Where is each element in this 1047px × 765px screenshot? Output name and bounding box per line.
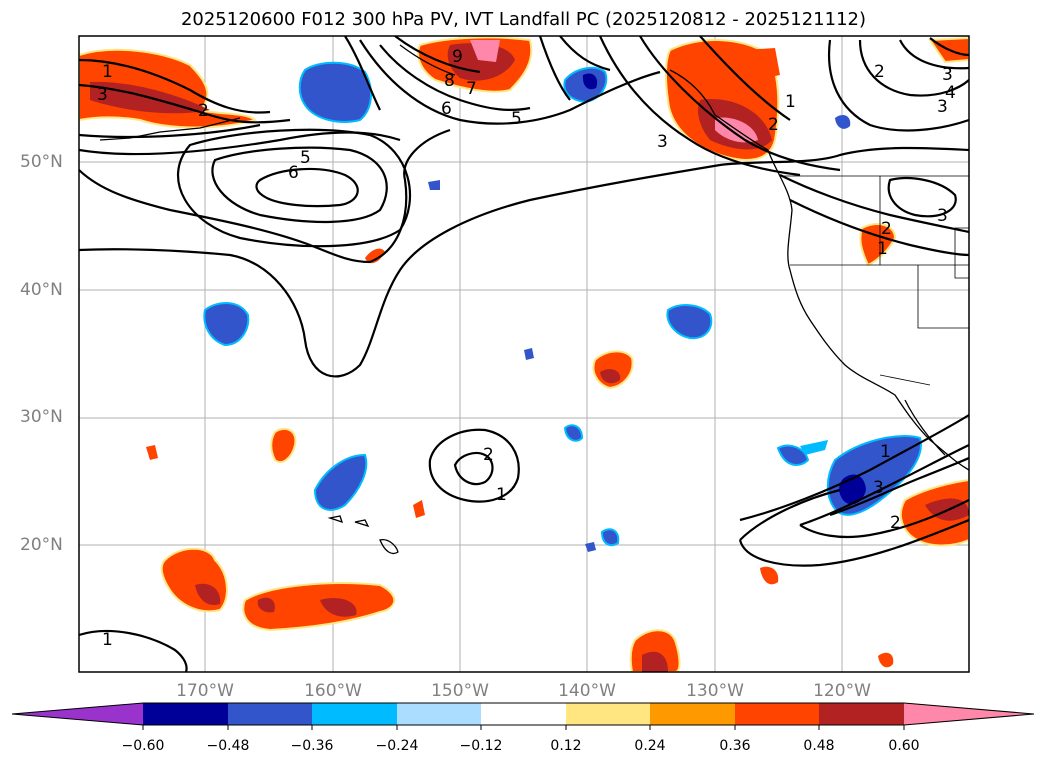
contour-label: 2 <box>483 445 494 465</box>
colorbar-extend-right <box>904 703 1034 725</box>
colorbar-tick-label: −0.24 <box>375 738 419 754</box>
colorbar-tick-label: 0.12 <box>550 738 582 754</box>
colorbar <box>11 702 1035 730</box>
contour-label: 5 <box>511 109 522 129</box>
colorbar-swatch <box>312 703 397 725</box>
colorbar-swatch <box>735 703 819 725</box>
lat-label: 20°N <box>20 535 63 555</box>
ivt-contours <box>79 36 969 672</box>
contour-label: 2 <box>874 62 885 82</box>
colorbar-tick-label: 0.60 <box>888 738 920 754</box>
plot-frame <box>78 35 970 673</box>
lat-label: 30°N <box>20 407 63 427</box>
colorbar-extend-left <box>12 703 143 725</box>
colorbar-tick-label: 0.24 <box>634 738 666 754</box>
contour-label: 1 <box>785 92 796 112</box>
contour-label: 6 <box>441 99 452 119</box>
colorbar-swatch <box>143 703 228 725</box>
lon-label: 160°W <box>304 681 362 701</box>
contour-label: 3 <box>97 85 108 105</box>
contour-label: 8 <box>444 71 455 91</box>
contour-label: 1 <box>496 485 507 505</box>
contour-label: 3 <box>657 132 668 152</box>
contour-label: 7 <box>466 79 477 99</box>
contour-labels: 1 3 2 9 8 7 6 5 2 3 4 3 1 2 3 5 6 3 2 1 … <box>97 47 956 650</box>
contour-2-ring <box>453 451 494 486</box>
lon-label: 150°W <box>431 681 489 701</box>
contour-label: 1 <box>102 62 113 82</box>
lat-label: 50°N <box>20 152 63 172</box>
colorbar-swatch <box>481 703 566 725</box>
contour-label: 1 <box>877 239 888 259</box>
contour-label: 6 <box>288 163 299 183</box>
colorbar-tick-label: 0.48 <box>803 738 835 754</box>
colorbar-swatch <box>397 703 481 725</box>
contour-label: 2 <box>768 115 779 135</box>
lon-label: 120°W <box>813 681 871 701</box>
colorbar-swatch <box>566 703 650 725</box>
lat-label: 40°N <box>20 280 63 300</box>
contour-label: 2 <box>198 101 209 121</box>
colorbar-swatch <box>819 703 904 725</box>
coastlines <box>99 44 969 555</box>
political-borders <box>780 175 969 386</box>
contour-label: 1 <box>102 630 113 650</box>
contour-label: 2 <box>881 219 892 239</box>
contour-label: 3 <box>873 478 884 498</box>
lon-label: 140°W <box>558 681 616 701</box>
contour-label: 3 <box>942 65 953 85</box>
colorbar-tick-label: −0.12 <box>459 738 503 754</box>
contour-label: 3 <box>937 97 948 117</box>
chart-title: 2025120600 F012 300 hPa PV, IVT Landfall… <box>180 9 867 30</box>
colorbar-swatch <box>228 703 312 725</box>
contour-label: 2 <box>890 513 901 533</box>
contour-label: 5 <box>300 148 311 168</box>
colorbar-tick-label: −0.36 <box>290 738 334 754</box>
colorbar-tick-label: −0.60 <box>121 738 165 754</box>
contour-label: 1 <box>880 442 891 462</box>
contour-label: 4 <box>945 83 956 103</box>
contour-label: 9 <box>452 47 463 67</box>
lon-label: 130°W <box>686 681 744 701</box>
pv-fill-positive <box>79 36 969 672</box>
lon-label: 170°W <box>176 681 234 701</box>
colorbar-tick-label: −0.48 <box>206 738 250 754</box>
colorbar-swatch <box>650 703 735 725</box>
colorbar-tick-label: 0.36 <box>719 738 751 754</box>
contour-6-ring <box>255 167 359 208</box>
contour-label: 3 <box>937 206 948 226</box>
